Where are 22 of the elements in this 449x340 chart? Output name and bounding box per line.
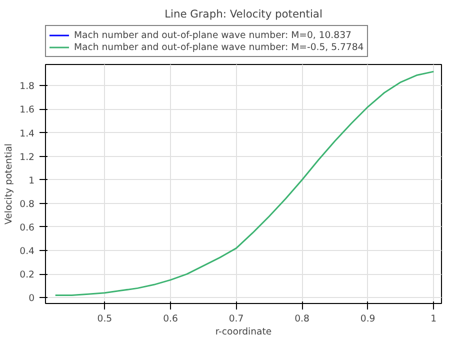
- y-axis-title: Velocity potential: [4, 143, 15, 225]
- y-tick-label: 1: [28, 175, 35, 186]
- legend-label: Mach number and out-of-plane wave number: M=-0.5, 5.7784: [74, 41, 364, 53]
- x-axis-title: r-coordinate: [215, 326, 272, 338]
- x-tick-label: 1: [430, 314, 437, 324]
- x-tick-label: 0.8: [294, 314, 310, 324]
- legend-label: Mach number and out-of-plane wave number: M=0, 10.837: [74, 29, 352, 41]
- y-tick-label: 0: [28, 293, 35, 304]
- x-tick-label: 0.6: [163, 314, 178, 324]
- y-tick-label: 0.2: [20, 270, 35, 281]
- y-tick-label: 1.2: [20, 152, 35, 163]
- y-tick-label: 0.4: [20, 246, 35, 258]
- y-tick-label: 1.6: [20, 104, 35, 116]
- x-tick-label: 0.7: [228, 314, 244, 324]
- y-tick-label: 0.8: [20, 198, 35, 210]
- x-tick-label: 0.9: [360, 314, 376, 324]
- y-tick-label: 1.8: [20, 81, 35, 92]
- chart-title: Line Graph: Velocity potential: [164, 8, 322, 20]
- x-tick-label: 0.5: [97, 314, 112, 324]
- y-tick-label: 1.4: [20, 128, 35, 140]
- line-series: [54, 70, 434, 296]
- y-tick-label: 0.6: [20, 222, 35, 234]
